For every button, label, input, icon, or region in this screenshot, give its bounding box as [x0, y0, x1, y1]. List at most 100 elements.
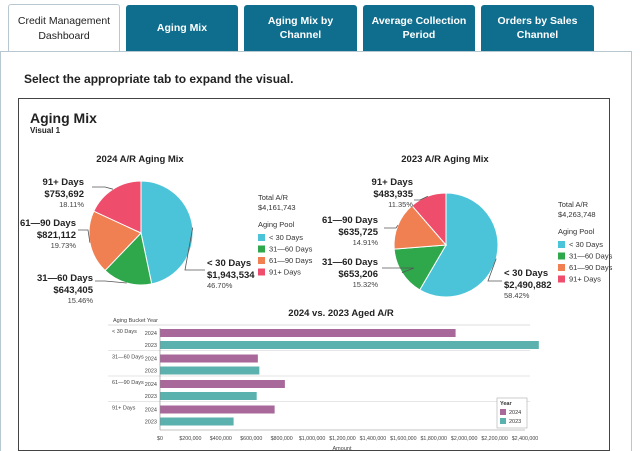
visual-subtitle: Visual 1: [30, 126, 61, 135]
slice-percent: 58.42%: [504, 291, 530, 300]
bar-tick-label: $1,800,000: [420, 436, 447, 442]
legend-label: < 30 Days: [269, 233, 303, 242]
tab-label: Orders by Sales Channel: [497, 14, 578, 41]
total-label: Total A/R: [258, 193, 289, 202]
slice-amount: $2,490,882: [504, 280, 552, 291]
slice-label: 61—90 Days: [20, 218, 76, 229]
bar-year-label: 2023: [145, 369, 157, 375]
bar-chart-title: 2024 vs. 2023 Aged A/R: [288, 308, 394, 319]
bar-year-label: 2024: [145, 382, 157, 388]
legend-swatch: [558, 275, 565, 283]
slice-label: 91+ Days: [372, 177, 413, 188]
legend-swatch: [558, 252, 565, 260]
leader-line: [382, 267, 415, 274]
bar-tick-label: $600,000: [240, 436, 262, 442]
bar-group-label: 61—90 Days: [112, 380, 144, 386]
legend-swatch: [258, 257, 265, 264]
legend-title: Aging Pool: [258, 220, 295, 229]
slice-percent: 19.73%: [51, 241, 77, 250]
bar: [160, 341, 539, 349]
bar-tick-label: $1,000,000: [299, 436, 326, 442]
slice-percent: 11.35%: [388, 200, 413, 209]
bar-group-label: < 30 Days: [112, 329, 137, 335]
legend-swatch: [558, 264, 565, 271]
bar-tick-label: $2,200,000: [481, 436, 508, 442]
pie-title: 2024 A/R Aging Mix: [96, 154, 184, 165]
legend-title: Aging Pool: [558, 227, 595, 236]
tab-label: Aging Mix by Channel: [267, 14, 334, 41]
legend-label: 31—60 Days: [569, 252, 613, 261]
bar-tick-label: $400,000: [210, 436, 232, 442]
total-value: $4,263,748: [558, 210, 596, 219]
tab-aging-mix[interactable]: Aging Mix: [126, 5, 238, 51]
tab-label: Credit Management Dashboard: [17, 15, 111, 42]
pie-slice: [93, 180, 142, 234]
bar: [160, 392, 257, 400]
slice-amount: $753,692: [44, 189, 84, 200]
bar-legend-title: Year: [500, 401, 512, 407]
leader-line: [384, 225, 399, 229]
bar-x-label: Amount: [333, 446, 352, 451]
bar-tick-label: $1,600,000: [390, 436, 417, 442]
pie-title: 2023 A/R Aging Mix: [401, 154, 489, 165]
instruction-text: Select the appropriate tab to expand the…: [24, 72, 294, 86]
slice-label: < 30 Days: [504, 268, 548, 279]
slice-percent: 15.32%: [353, 280, 379, 289]
slice-percent: 15.46%: [68, 296, 94, 305]
leader-line: [487, 258, 502, 282]
slice-label: 91+ Days: [43, 177, 84, 188]
tab-credit-management-dashboard[interactable]: Credit Management Dashboard: [8, 4, 120, 52]
bar: [160, 380, 285, 388]
visual-title: Aging Mix: [30, 110, 97, 126]
bar-tick-label: $200,000: [179, 436, 201, 442]
slice-amount: $821,112: [37, 230, 76, 241]
bar-tick-label: $1,400,000: [360, 436, 387, 442]
leader-line: [184, 227, 205, 271]
pie-slice: [393, 204, 448, 250]
bar-group-label: 31—60 Days: [112, 355, 144, 361]
bar: [160, 366, 260, 375]
bar-year-label: 2024: [145, 408, 157, 414]
bar-tick-label: $2,400,000: [512, 436, 539, 442]
tab-label: Average Collection Period: [371, 14, 467, 41]
tab-bar: Credit Management Dashboard Aging Mix Ag…: [0, 0, 640, 52]
bar-tick-label: $0: [157, 436, 163, 442]
leader-line: [78, 229, 91, 243]
slice-amount: $653,206: [338, 269, 378, 280]
slice-label: 61—90 Days: [322, 215, 378, 226]
legend-label: 31—60 Days: [269, 245, 313, 254]
legend-swatch: [558, 241, 565, 248]
tab-orders-by-sales-channel[interactable]: Orders by Sales Channel: [481, 5, 594, 51]
bar-year-label: 2023: [145, 420, 157, 426]
total-value: $4,161,743: [258, 203, 296, 212]
bar: [160, 417, 234, 426]
bar: [160, 354, 258, 363]
bar-group-label: 91+ Days: [112, 406, 136, 412]
bar: [160, 329, 456, 337]
leader-line: [414, 195, 429, 201]
slice-label: < 30 Days: [207, 258, 251, 269]
tab-label: Aging Mix: [156, 21, 208, 34]
slice-percent: 46.70%: [207, 281, 233, 290]
legend-label: 91+ Days: [569, 275, 601, 284]
slice-label: 31—60 Days: [322, 257, 378, 268]
legend-label: 91+ Days: [269, 268, 301, 277]
tab-aging-mix-by-channel[interactable]: Aging Mix by Channel: [244, 5, 357, 51]
legend-swatch: [258, 234, 265, 241]
bar-year-label: 2024: [145, 331, 157, 337]
slice-label: 31—60 Days: [37, 273, 93, 284]
legend-swatch: [258, 245, 265, 253]
slice-amount: $643,405: [53, 285, 93, 296]
bar-legend-swatch: [500, 409, 506, 415]
tab-average-collection-period[interactable]: Average Collection Period: [363, 5, 475, 51]
bar-row-header: Aging Bucket Year: [113, 318, 158, 324]
legend-label: 61—90 Days: [269, 256, 313, 265]
pie-slice: [104, 231, 153, 286]
bar-year-label: 2023: [145, 343, 157, 349]
tab-panel: [0, 51, 632, 451]
leader-line: [95, 280, 127, 284]
slice-amount: $635,725: [338, 227, 378, 238]
slice-percent: 14.91%: [353, 238, 379, 247]
bar-legend-swatch: [500, 418, 506, 424]
